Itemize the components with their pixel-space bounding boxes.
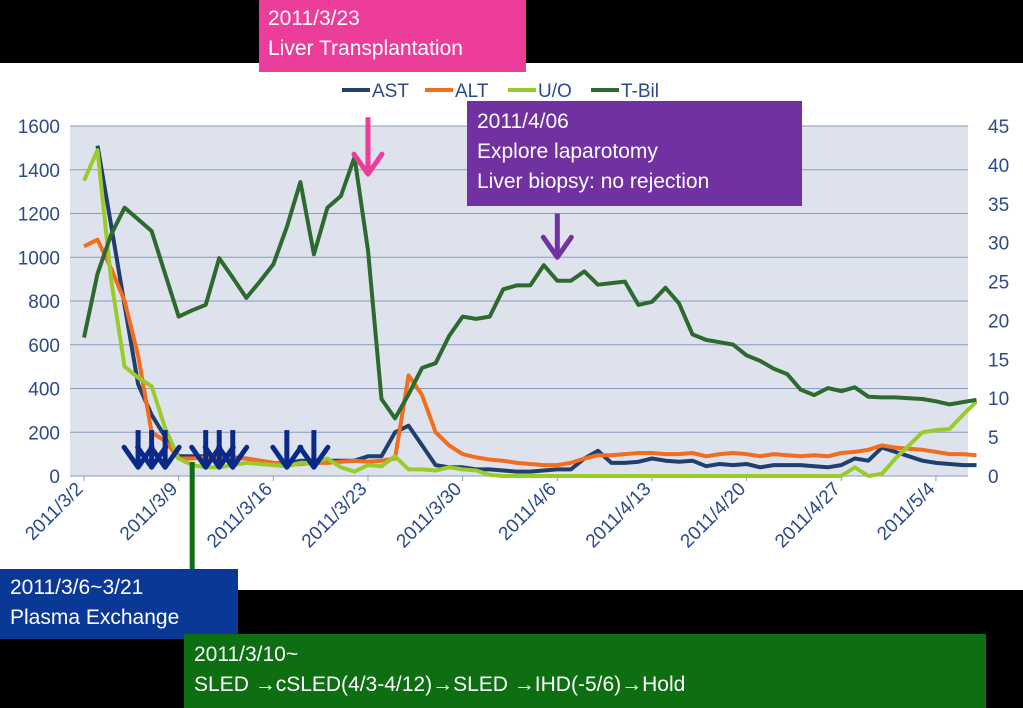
event-arrow [148, 430, 182, 470]
arrow-head [121, 444, 155, 470]
arrow-head [540, 234, 574, 260]
callout-date: 2011/3/23 [268, 7, 360, 30]
arrow-head [189, 444, 223, 470]
right-tick-label: 35 [988, 195, 1009, 216]
legend: AST ALT U/O T-Bil [342, 81, 659, 102]
right-tick-label: 15 [988, 350, 1009, 371]
event-arrow [270, 430, 304, 470]
legend-label-alt: ALT [455, 81, 489, 102]
left-tick-label: 1200 [18, 205, 60, 226]
event-arrow [540, 213, 574, 260]
event-arrows [121, 117, 574, 470]
legend-label-ast: AST [372, 81, 409, 102]
left-tick-label: 1400 [18, 161, 60, 182]
left-tick-label: 400 [28, 380, 60, 401]
event-arrow [216, 430, 250, 470]
callout-text: SLED →cSLED(4/3-4/12)→SLED →IHD(-5/6)→Ho… [194, 673, 686, 696]
sled-callout: 2011/3/10~ SLED →cSLED(4/3-4/12)→SLED →I… [184, 634, 986, 708]
right-axis: 0 5 10 15 20 25 30 35 40 45 [988, 117, 1009, 488]
left-tick-label: 1000 [18, 248, 60, 269]
arrow-head [135, 444, 169, 470]
arrow-head [297, 444, 331, 470]
series-line-t-bil [82, 155, 977, 421]
arrow-head [216, 444, 250, 470]
arrow-head [202, 444, 236, 470]
callout-date: 2011/3/6~3/21 [10, 576, 144, 599]
arrow-head [270, 444, 304, 470]
callout-text: Liver Transplantation [268, 37, 463, 60]
left-tick-label: 600 [28, 336, 60, 357]
arrow-head [148, 444, 182, 470]
legend-label-u-o: U/O [538, 81, 572, 102]
callout-text: Liver biopsy: no rejection [477, 170, 710, 193]
laparotomy-callout: 2011/4/06 Explore laparotomy Liver biops… [467, 101, 802, 206]
right-tick-label: 20 [988, 311, 1009, 332]
left-axis: 0 200 400 600 800 1000 1200 1400 1600 [18, 117, 60, 488]
callout-date: 2011/3/10~ [194, 643, 299, 666]
event-arrow [297, 430, 331, 470]
left-tick-label: 1600 [18, 117, 60, 138]
callout-text: Plasma Exchange [10, 606, 180, 629]
liver-transplant-callout: 2011/3/23 Liver Transplantation [259, 0, 526, 72]
plasma-exchange-callout: 2011/3/6~3/21 Plasma Exchange [0, 569, 238, 639]
right-tick-label: 30 [988, 234, 1009, 255]
right-tick-label: 45 [988, 117, 1009, 138]
right-tick-label: 0 [988, 467, 999, 488]
callout-text: Explore laparotomy [477, 140, 658, 163]
right-tick-label: 40 [988, 156, 1009, 177]
right-tick-label: 25 [988, 273, 1009, 294]
left-tick-label: 0 [49, 467, 60, 488]
callout-date: 2011/4/06 [477, 110, 569, 133]
left-tick-label: 800 [28, 292, 60, 313]
right-tick-label: 5 [988, 428, 999, 449]
arrow-head [351, 151, 385, 177]
left-tick-label: 200 [28, 423, 60, 444]
right-tick-label: 10 [988, 389, 1009, 410]
legend-label-t-bil: T-Bil [621, 81, 659, 102]
event-arrow [351, 117, 385, 177]
